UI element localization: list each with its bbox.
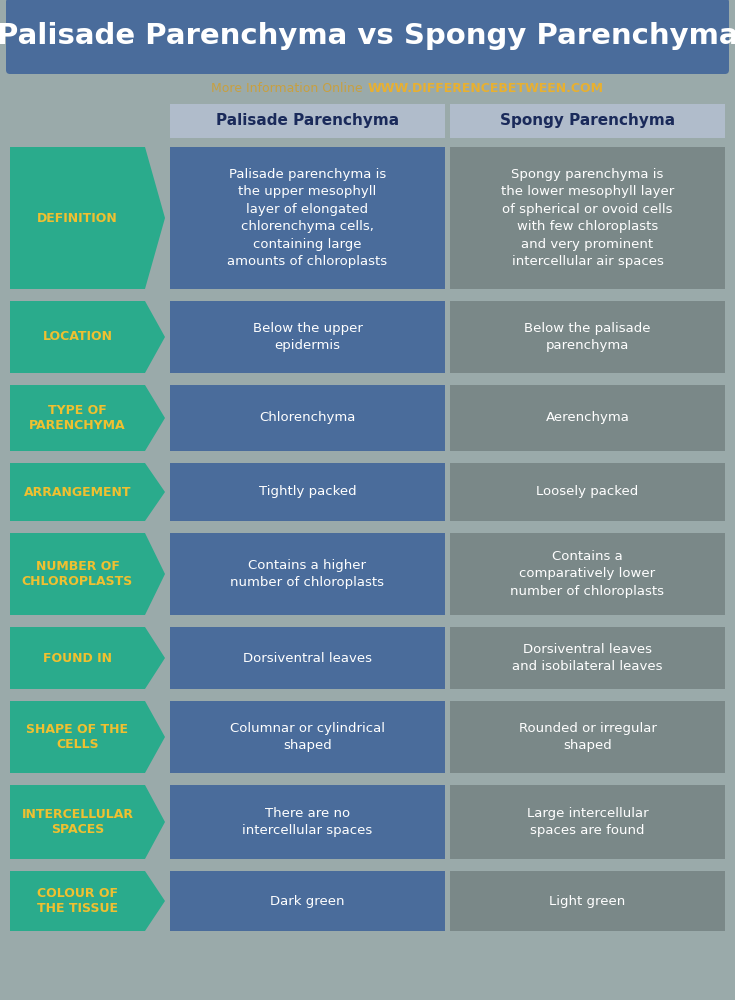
Polygon shape xyxy=(10,301,165,373)
Text: Contains a
comparatively lower
number of chloroplasts: Contains a comparatively lower number of… xyxy=(511,550,664,598)
FancyBboxPatch shape xyxy=(170,533,445,615)
Text: INTERCELLULAR
SPACES: INTERCELLULAR SPACES xyxy=(21,808,134,836)
Polygon shape xyxy=(10,871,165,931)
Text: Below the palisade
parenchyma: Below the palisade parenchyma xyxy=(524,322,650,352)
Text: WWW.DIFFERENCEBETWEEN.COM: WWW.DIFFERENCEBETWEEN.COM xyxy=(368,82,603,95)
Polygon shape xyxy=(10,385,165,451)
Text: Palisade parenchyma is
the upper mesophyll
layer of elongated
chlorenchyma cells: Palisade parenchyma is the upper mesophy… xyxy=(227,168,387,268)
Polygon shape xyxy=(10,533,165,615)
Text: Chlorenchyma: Chlorenchyma xyxy=(259,412,356,424)
FancyBboxPatch shape xyxy=(170,785,445,859)
Text: SHAPE OF THE
CELLS: SHAPE OF THE CELLS xyxy=(26,723,129,751)
Text: COLOUR OF
THE TISSUE: COLOUR OF THE TISSUE xyxy=(37,887,118,915)
Text: Columnar or cylindrical
shaped: Columnar or cylindrical shaped xyxy=(230,722,385,752)
Text: Aerenchyma: Aerenchyma xyxy=(545,412,629,424)
Text: Dark green: Dark green xyxy=(270,894,345,908)
FancyBboxPatch shape xyxy=(450,871,725,931)
Text: Below the upper
epidermis: Below the upper epidermis xyxy=(253,322,362,352)
Text: Rounded or irregular
shaped: Rounded or irregular shaped xyxy=(519,722,656,752)
FancyBboxPatch shape xyxy=(170,147,445,289)
FancyBboxPatch shape xyxy=(6,0,729,74)
Text: FOUND IN: FOUND IN xyxy=(43,652,112,664)
FancyBboxPatch shape xyxy=(450,385,725,451)
FancyBboxPatch shape xyxy=(170,463,445,521)
Text: Dorsiventral leaves: Dorsiventral leaves xyxy=(243,652,372,664)
FancyBboxPatch shape xyxy=(170,871,445,931)
FancyBboxPatch shape xyxy=(170,385,445,451)
FancyBboxPatch shape xyxy=(170,301,445,373)
Polygon shape xyxy=(10,785,165,859)
Text: Tightly packed: Tightly packed xyxy=(259,486,356,498)
Text: Light green: Light green xyxy=(549,894,625,908)
FancyBboxPatch shape xyxy=(170,701,445,773)
Text: Palisade Parenchyma vs Spongy Parenchyma: Palisade Parenchyma vs Spongy Parenchyma xyxy=(0,22,735,50)
FancyBboxPatch shape xyxy=(170,627,445,689)
Text: Contains a higher
number of chloroplasts: Contains a higher number of chloroplasts xyxy=(231,559,384,589)
Polygon shape xyxy=(10,463,165,521)
FancyBboxPatch shape xyxy=(450,533,725,615)
Polygon shape xyxy=(10,701,165,773)
Text: Spongy Parenchyma: Spongy Parenchyma xyxy=(500,113,675,128)
Text: Spongy parenchyma is
the lower mesophyll layer
of spherical or ovoid cells
with : Spongy parenchyma is the lower mesophyll… xyxy=(501,168,674,268)
FancyBboxPatch shape xyxy=(450,104,725,138)
Text: Large intercellular
spaces are found: Large intercellular spaces are found xyxy=(527,807,648,837)
Polygon shape xyxy=(10,627,165,689)
FancyBboxPatch shape xyxy=(450,147,725,289)
FancyBboxPatch shape xyxy=(450,701,725,773)
FancyBboxPatch shape xyxy=(450,627,725,689)
Text: More Information Online: More Information Online xyxy=(211,82,362,95)
Text: Dorsiventral leaves
and isobilateral leaves: Dorsiventral leaves and isobilateral lea… xyxy=(512,643,663,673)
FancyBboxPatch shape xyxy=(450,785,725,859)
Text: DEFINITION: DEFINITION xyxy=(37,212,118,225)
FancyBboxPatch shape xyxy=(450,463,725,521)
Text: There are no
intercellular spaces: There are no intercellular spaces xyxy=(243,807,373,837)
Text: NUMBER OF
CHLOROPLASTS: NUMBER OF CHLOROPLASTS xyxy=(22,560,133,588)
Text: TYPE OF
PARENCHYMA: TYPE OF PARENCHYMA xyxy=(29,404,126,432)
Polygon shape xyxy=(10,147,165,289)
FancyBboxPatch shape xyxy=(170,104,445,138)
FancyBboxPatch shape xyxy=(450,301,725,373)
Text: Palisade Parenchyma: Palisade Parenchyma xyxy=(216,113,399,128)
Text: LOCATION: LOCATION xyxy=(43,330,112,344)
Text: Loosely packed: Loosely packed xyxy=(537,486,639,498)
Text: ARRANGEMENT: ARRANGEMENT xyxy=(24,486,132,498)
